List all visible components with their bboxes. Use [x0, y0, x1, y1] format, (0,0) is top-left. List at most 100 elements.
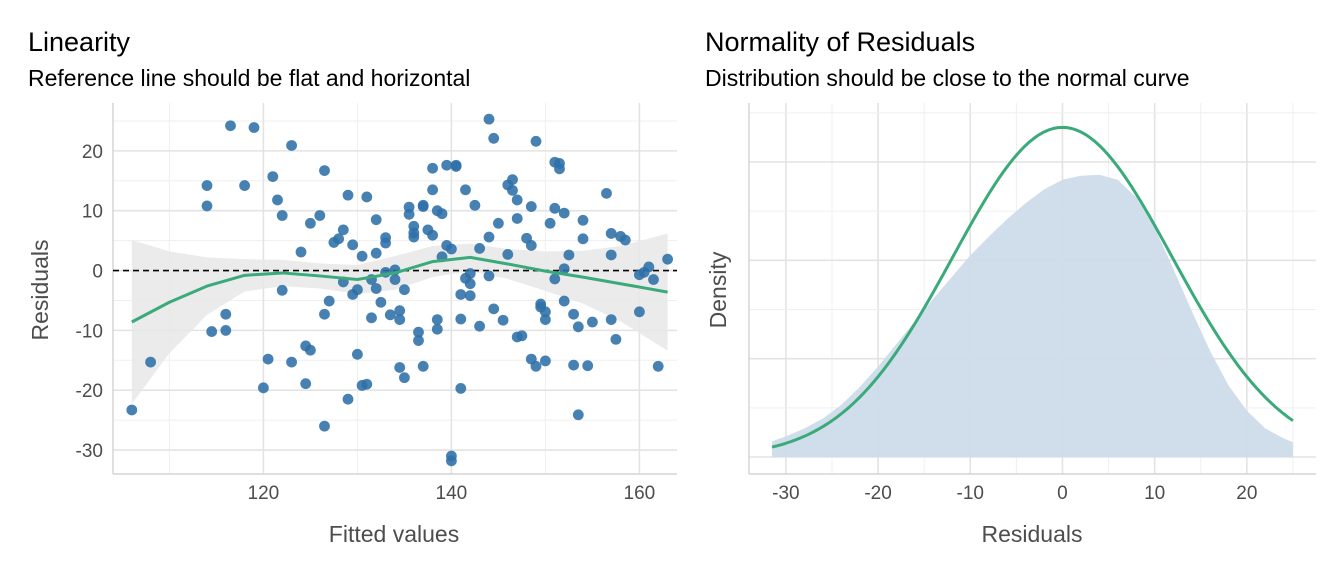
- residual-point: [295, 246, 307, 258]
- residual-point: [605, 249, 617, 261]
- linearity-x-axis-title: Fitted values: [329, 521, 459, 547]
- residual-point: [587, 316, 598, 328]
- residual-point: [662, 253, 673, 265]
- residual-point: [507, 184, 518, 196]
- residual-point: [549, 273, 561, 285]
- residual-point: [572, 409, 584, 421]
- residual-point: [361, 191, 373, 203]
- residual-point: [619, 234, 631, 246]
- residual-point: [305, 344, 316, 356]
- residual-point: [352, 348, 363, 360]
- residual-point: [248, 122, 260, 133]
- residual-point: [643, 261, 655, 273]
- residual-point: [399, 284, 410, 296]
- residual-point: [431, 323, 443, 335]
- y-tick-label: 10: [82, 202, 103, 223]
- residual-point: [380, 237, 391, 249]
- residual-point: [370, 247, 382, 259]
- residual-point: [361, 378, 373, 390]
- residual-point: [258, 382, 269, 394]
- y-tick-label: -30: [76, 441, 103, 462]
- residual-point: [488, 132, 500, 144]
- x-tick-label: 20: [1236, 483, 1257, 504]
- residual-point: [314, 210, 326, 221]
- residual-point: [502, 248, 514, 260]
- linearity-points: [126, 113, 673, 467]
- residual-point: [427, 162, 438, 174]
- normality-subtitle: Distribution should be close to the norm…: [705, 65, 1190, 91]
- residual-point: [370, 283, 382, 294]
- x-tick-label: 0: [1057, 483, 1068, 504]
- y-tick-label: -10: [76, 321, 103, 342]
- residual-point: [577, 214, 589, 226]
- residual-point: [483, 231, 495, 243]
- normality-x-axis-title: Residuals: [982, 521, 1083, 547]
- x-tick-label: 120: [248, 483, 280, 504]
- residual-point: [469, 199, 481, 211]
- residual-point: [474, 320, 485, 332]
- residual-point: [474, 243, 485, 254]
- residual-point: [220, 308, 232, 320]
- linearity-y-axis-title: Residuals: [27, 240, 53, 341]
- residual-point: [370, 214, 382, 226]
- residual-point: [610, 333, 622, 345]
- residual-point: [436, 208, 448, 220]
- residual-point: [464, 278, 476, 290]
- residual-point: [549, 202, 561, 214]
- residual-point: [319, 165, 330, 177]
- residual-point: [356, 250, 368, 262]
- y-tick-label: -20: [76, 381, 103, 402]
- residual-point: [399, 372, 410, 384]
- residual-point: [605, 228, 617, 239]
- residual-point: [544, 217, 556, 229]
- residual-point: [535, 298, 547, 310]
- x-tick-label: 10: [1144, 483, 1165, 504]
- residual-point: [601, 187, 612, 199]
- residual-point: [333, 233, 344, 245]
- linearity-tick-labels: 120 140 160 -30 -20 -10 0 10 20: [76, 142, 656, 504]
- residual-point: [563, 249, 575, 261]
- residual-point: [342, 189, 354, 201]
- residual-point: [413, 326, 424, 338]
- y-tick-label: 0: [92, 262, 103, 283]
- residual-point: [652, 360, 664, 372]
- residual-point: [347, 239, 359, 251]
- residual-point: [375, 296, 387, 308]
- residual-point: [300, 378, 312, 390]
- residual-point: [319, 308, 330, 320]
- residual-point: [540, 355, 551, 367]
- residual-point: [648, 274, 659, 285]
- residual-point: [516, 330, 528, 342]
- residual-point: [441, 159, 453, 171]
- residual-point: [455, 383, 467, 394]
- x-tick-label: 160: [624, 483, 656, 504]
- residual-point: [540, 314, 551, 326]
- residual-point: [530, 135, 542, 147]
- residual-point: [483, 113, 495, 125]
- residual-point: [267, 171, 279, 183]
- residual-point: [394, 314, 406, 326]
- residual-point: [540, 306, 551, 318]
- y-tick-label: 20: [82, 142, 103, 163]
- residual-point: [455, 289, 467, 300]
- residual-point: [220, 324, 232, 336]
- residual-point: [145, 356, 157, 368]
- normality-tick-labels: -30 -20 -10 0 10 20: [772, 483, 1257, 504]
- normality-normal-curve: [771, 125, 1294, 449]
- normality-y-axis-title: Density: [705, 251, 731, 328]
- residual-point: [577, 233, 589, 245]
- residual-point: [558, 295, 570, 307]
- linearity-subtitle: Reference line should be flat and horizo…: [28, 65, 470, 91]
- residual-point: [483, 270, 495, 282]
- residual-point: [352, 284, 363, 296]
- loess-smooth-line: [131, 255, 668, 324]
- x-tick-label: -20: [864, 483, 891, 504]
- x-tick-label: -10: [957, 483, 984, 504]
- normality-density-area: [772, 174, 1293, 458]
- residual-point: [366, 312, 377, 324]
- residual-point: [408, 227, 420, 239]
- residual-point: [455, 313, 467, 325]
- residual-point: [558, 263, 570, 275]
- residual-point: [206, 326, 218, 337]
